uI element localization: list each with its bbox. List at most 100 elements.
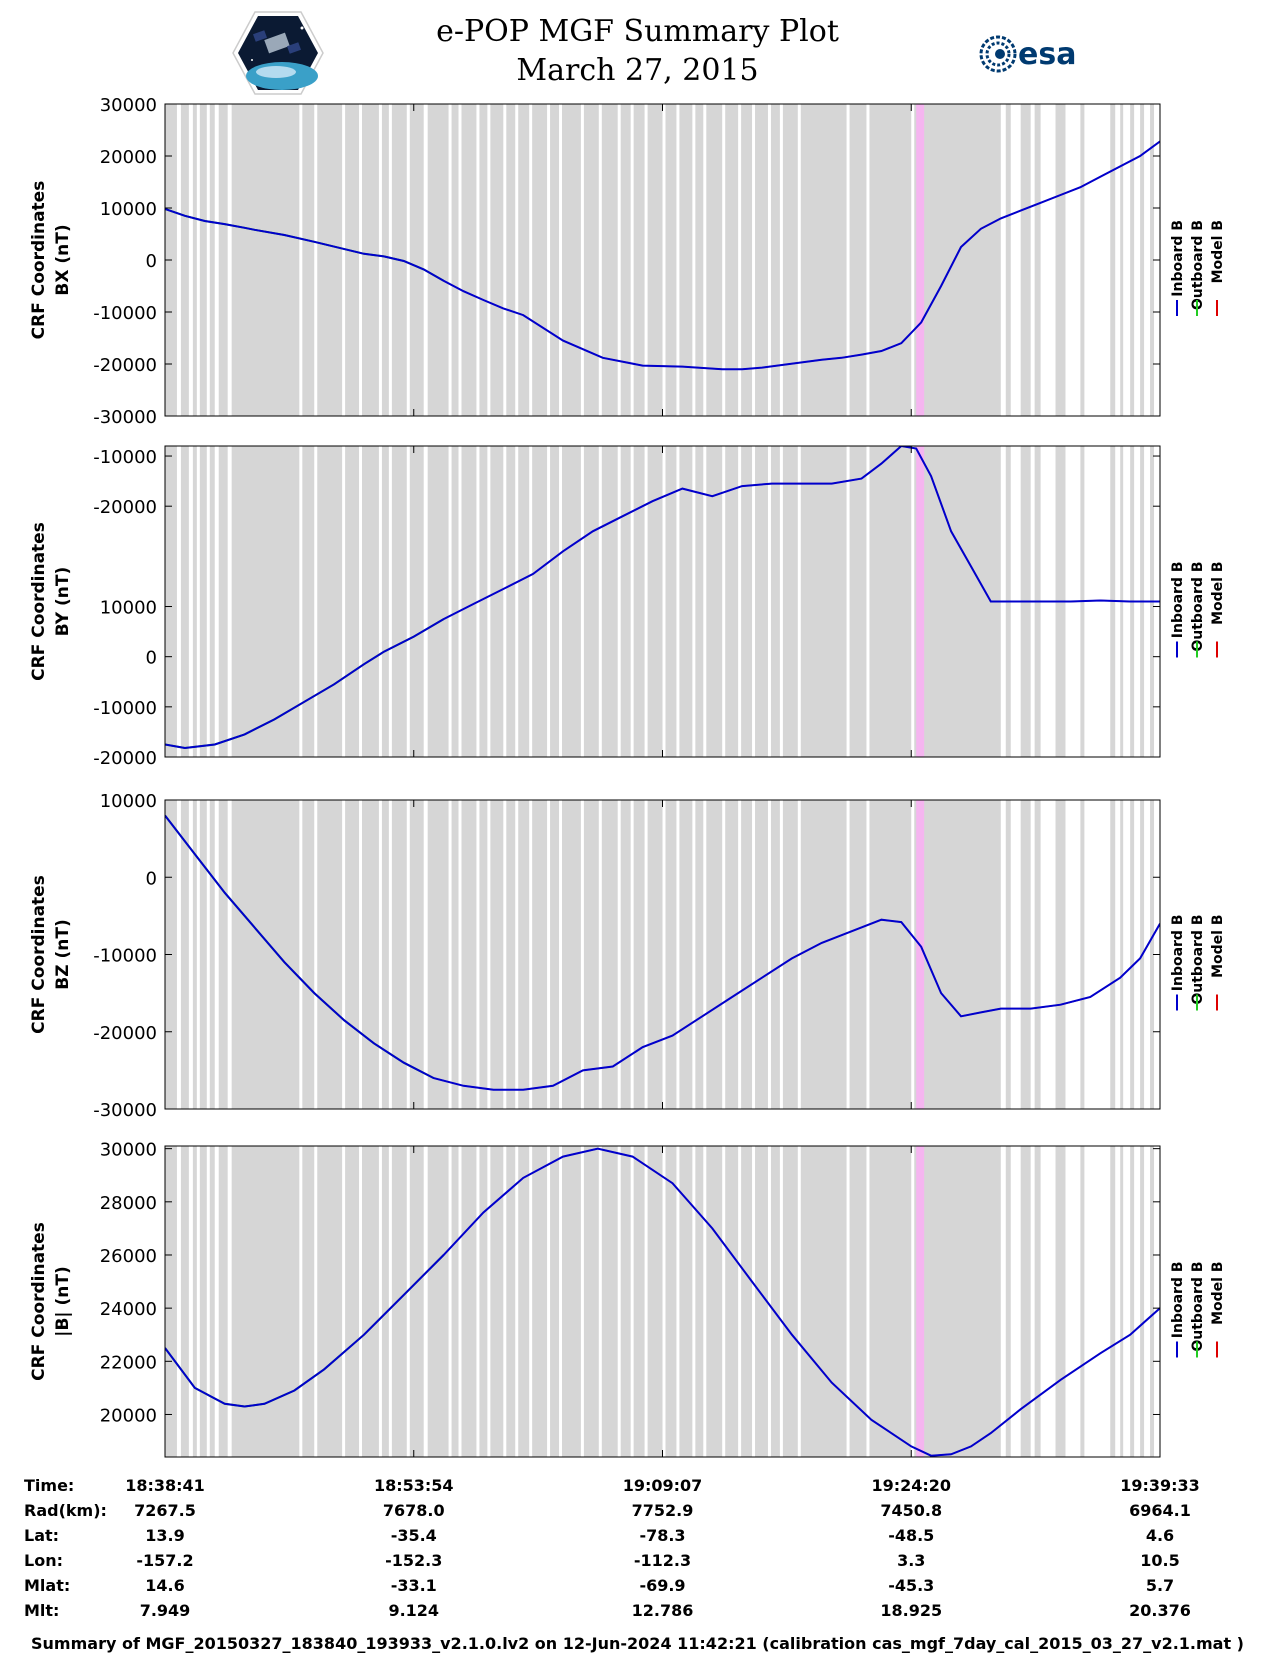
panel-2: -10000 -20000 10000 0 -10000 -20000 CRF Coordi… [29, 445, 1226, 769]
coverage-gap [779, 104, 783, 416]
data-gap-band [1140, 1146, 1145, 1457]
y-tick-label: 20000 [100, 1405, 157, 1426]
coverage-gap [487, 1146, 491, 1457]
highlight-band [916, 1146, 925, 1457]
data-gap-band [1150, 1146, 1155, 1457]
coverage-gap [617, 104, 621, 416]
coverage-gap [206, 800, 210, 1109]
coverage-gap [188, 446, 193, 757]
coverage-gap [703, 1146, 707, 1457]
coverage-gap [342, 446, 346, 757]
coverage-gap [797, 1146, 801, 1457]
coverage-gap [406, 104, 410, 416]
data-gap-band [1023, 1146, 1029, 1457]
data-gap-band [1005, 1146, 1011, 1457]
info-value: 7267.5 [134, 1501, 196, 1520]
coverage-gap [176, 1146, 181, 1457]
coverage-gap [547, 446, 551, 757]
coverage-gap [911, 800, 915, 1109]
info-value: 6964.1 [1129, 1501, 1191, 1520]
coverage-gap [458, 1146, 462, 1457]
coverage-gap [547, 1146, 551, 1457]
coverage-gap [559, 1146, 563, 1457]
y-axis-label-line1: CRF Coordinates [29, 522, 49, 681]
y-tick-label: -10000 [93, 946, 157, 967]
coverage-gap [227, 104, 232, 416]
coverage-gap [692, 1146, 696, 1457]
coverage-gap [598, 800, 602, 1109]
data-gap-band [1120, 104, 1124, 416]
coverage-gap [342, 800, 346, 1109]
y-tick-label: 22000 [100, 1352, 157, 1373]
coverage-gap [359, 104, 363, 416]
coverage-gap [722, 800, 726, 1109]
y-tick-label: 0 [146, 251, 157, 272]
coverage-gap [630, 800, 634, 1109]
coverage-gap [503, 104, 507, 416]
coverage-gap [227, 800, 232, 1109]
y-tick-label: -20000 [93, 355, 157, 376]
coverage-gap [752, 104, 756, 416]
coverage-gap [476, 1146, 480, 1457]
coverage-gap [487, 800, 491, 1109]
coverage-gap [299, 800, 303, 1109]
coverage-gap [767, 800, 771, 1109]
coverage-gap [644, 1146, 648, 1457]
data-gap-band [1080, 1146, 1085, 1457]
coverage-gap [580, 104, 584, 416]
data-gap-band [1150, 800, 1155, 1109]
y-tick-label: 10000 [100, 791, 157, 812]
coverage-gap [866, 800, 870, 1109]
coverage-gap [703, 446, 707, 757]
inboard-b-line [165, 1147, 1160, 1457]
legend-label: Inboard B [1170, 915, 1186, 992]
y-tick-label: 26000 [100, 1246, 157, 1267]
coverage-gap [406, 800, 410, 1109]
footer-caption: Summary of MGF_20150327_183840_193933_v2… [31, 1634, 1244, 1653]
y-axis-label-line2: BZ (nT) [53, 919, 73, 989]
info-row-label: Mlt: [24, 1601, 60, 1620]
coverage-gap [515, 800, 519, 1109]
coverage-gap [378, 800, 382, 1109]
data-gap-band [1023, 800, 1029, 1109]
data-gap-band [1150, 104, 1155, 416]
data-gap-band [1120, 800, 1124, 1109]
y-tick-label: -30000 [93, 1100, 157, 1121]
coverage-gap [911, 446, 915, 757]
coverage-gap [779, 446, 783, 757]
y-axis-label-line2: |B| (nT) [53, 1266, 73, 1337]
coverage-gap [846, 800, 850, 1109]
coverage-gap [227, 446, 232, 757]
info-value: 18:38:41 [125, 1476, 205, 1495]
coverage-gap [188, 1146, 193, 1457]
coverage-gap [846, 1146, 850, 1457]
legend-label: Inboard B [1170, 562, 1186, 639]
coverage-gap [529, 446, 533, 757]
panel-1: 30000 20000 10000 0 -10000 -20000 -30000 CRF Co… [29, 95, 1226, 428]
legend-label: Outboard B [1190, 915, 1206, 1005]
y-axis-label-line2: BX (nT) [53, 224, 73, 295]
y-tick-label: 30000 [100, 1140, 157, 1161]
coverage-gap [448, 104, 452, 416]
info-value: 19:09:07 [622, 1476, 703, 1495]
coverage-gap [196, 104, 200, 416]
coverage-gap [529, 104, 533, 416]
coverage-gap [214, 1146, 219, 1457]
coverage-gap [767, 104, 771, 416]
coverage-gap [503, 446, 507, 757]
coverage-gap [299, 1146, 303, 1457]
legend-label: Model B [1210, 220, 1226, 283]
coverage-gap [738, 446, 742, 757]
data-gap-band [1080, 104, 1085, 416]
coverage-gap [206, 104, 210, 416]
info-value: 7752.9 [631, 1501, 694, 1520]
data-gap-band [1120, 1146, 1124, 1457]
data-gap-band [1055, 800, 1066, 1109]
coverage-gap [547, 104, 551, 416]
info-value: -78.3 [639, 1526, 686, 1545]
data-gap-band [1140, 104, 1145, 416]
info-row-label: Mlat: [24, 1576, 71, 1595]
data-gap-band [1005, 104, 1011, 416]
plot-title: e-POP MGF Summary Plot [436, 14, 839, 49]
legend-label: Inboard B [1170, 1262, 1186, 1339]
